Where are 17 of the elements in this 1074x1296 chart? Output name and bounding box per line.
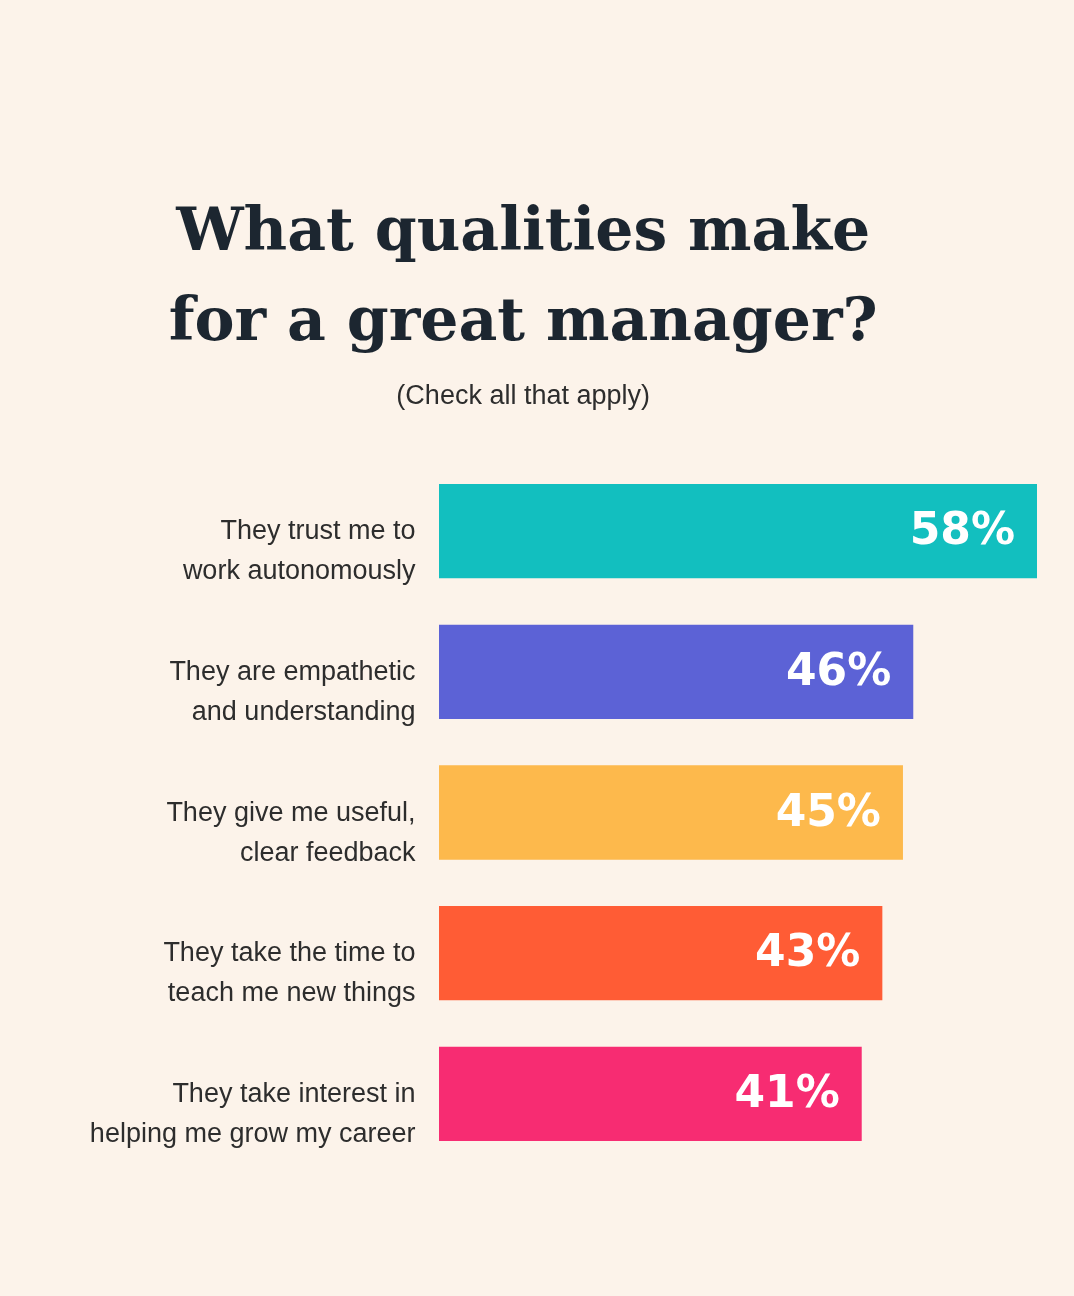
data-label: 46%	[785, 643, 892, 695]
data-label: 43%	[755, 925, 861, 977]
y-tick-label: They trust me to work autonomously	[181, 515, 416, 586]
bar	[439, 624, 914, 719]
bar	[439, 906, 883, 1001]
bar	[439, 765, 903, 860]
y-tick-label: They give me useful, clear feedback	[166, 796, 416, 867]
bar	[439, 483, 1037, 579]
data-label: 45%	[775, 784, 881, 836]
y-tick-label: They take interest in helping me grow my career	[89, 1077, 416, 1148]
chart-subtitle: (Check all that apply)	[396, 380, 650, 410]
data-label: 41%	[734, 1065, 840, 1117]
data-label: 58%	[909, 503, 1015, 555]
bar	[439, 1046, 862, 1142]
chart-title: What qualities make for a great manager?	[168, 194, 878, 354]
y-tick-label: They take the time to teach me new things	[163, 937, 416, 1008]
y-tick-label: They are empathetic and understanding	[169, 655, 416, 726]
